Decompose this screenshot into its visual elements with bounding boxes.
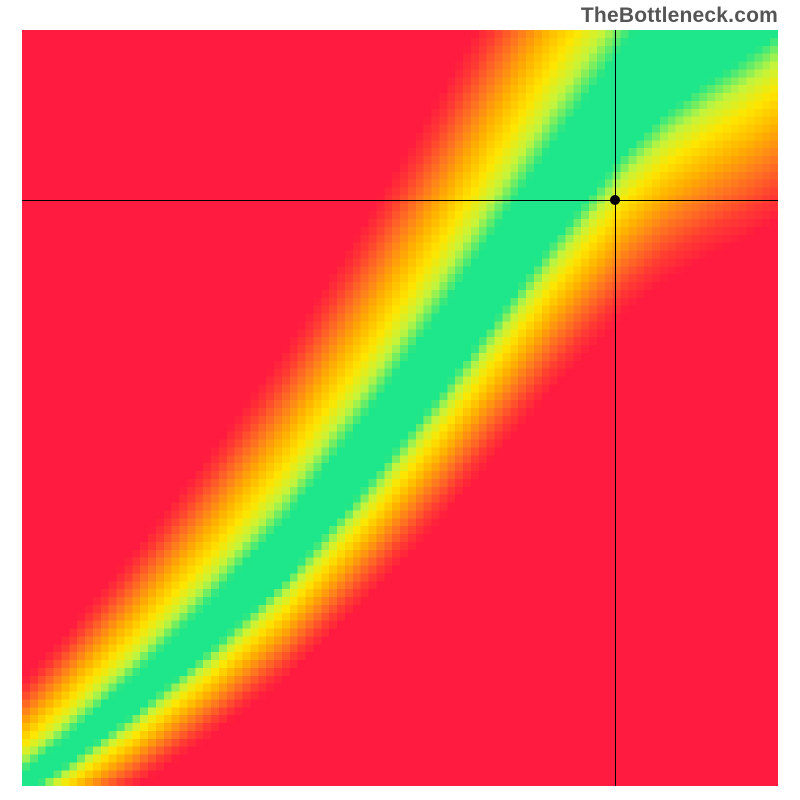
crosshair-vertical <box>615 30 616 786</box>
crosshair-marker <box>610 195 620 205</box>
heatmap-canvas <box>22 30 778 786</box>
crosshair-horizontal <box>22 200 778 201</box>
watermark-text: TheBottleneck.com <box>581 4 778 28</box>
bottleneck-heatmap <box>22 30 778 786</box>
